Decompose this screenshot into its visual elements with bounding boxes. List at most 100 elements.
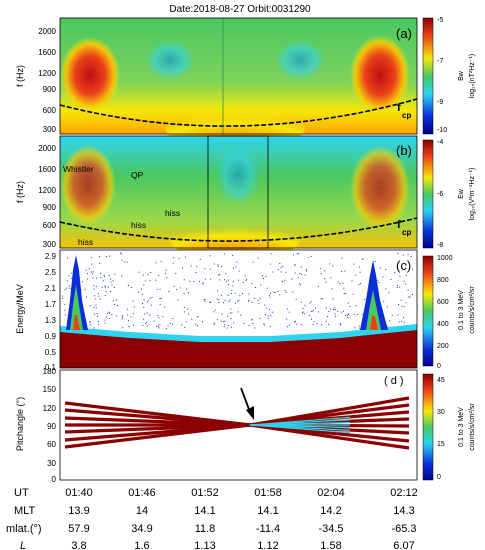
panel-b-ytick: 1600 (38, 165, 56, 174)
panel-c-speckle (159, 324, 161, 326)
orbit-axis-table: UT MLT mlat.(°) L 01:40 01:46 01:52 01:5… (6, 487, 418, 550)
panel-c-speckle (255, 287, 257, 288)
panel-c-speckle (267, 317, 269, 319)
panel-c-speckle (127, 320, 129, 322)
panel-c-speckle (279, 294, 281, 296)
panel-c-speckle (172, 318, 174, 319)
panel-c-speckle (312, 324, 314, 325)
panel-c-speckle (248, 293, 250, 295)
panel-c-speckle (156, 325, 158, 327)
panel-c-speckle (164, 306, 166, 308)
panel-d-cbar-label1: 0.1 to 3 MeV (458, 407, 465, 447)
panel-c-band-edge (60, 324, 417, 342)
panel-c-speckle (223, 302, 224, 304)
panel-c-speckle (121, 259, 123, 261)
panel-c-speckle (382, 276, 384, 278)
panel-c-speckle (406, 274, 407, 276)
panel-c-speckle (296, 253, 298, 255)
panel-c-speckle (388, 292, 390, 294)
panel-c-speckle (405, 265, 407, 267)
panel-c-speckle (289, 324, 291, 326)
panel-c-speckle (332, 265, 334, 267)
panel-c-speckle (299, 272, 301, 274)
panel-c-speckle (257, 257, 259, 259)
panel-c-speckle (333, 309, 334, 310)
panel-c-speckle (221, 313, 223, 315)
panel-c-speckle (116, 315, 118, 317)
panel-b-label-hiss: hiss (165, 208, 180, 218)
panel-a-cbar-tick: -9 (437, 99, 443, 106)
panel-c-speckle (133, 306, 135, 308)
panel-c-speckle (361, 258, 363, 260)
panel-c-speckle (187, 292, 189, 294)
panel-b-ytick: 900 (43, 203, 57, 212)
panel-c-speckle (111, 284, 113, 286)
panel-c-speckle (280, 271, 282, 273)
panel-d-ytick: 0 (52, 475, 57, 484)
panel-c-speckle (232, 254, 234, 256)
panel-c-cbar-label1: 0.1 to 3 MeV (458, 290, 465, 330)
panel-c-speckle (84, 288, 86, 290)
axis-row-label-mlat: mlat.(°) (6, 523, 42, 535)
panel-c-speckle (183, 307, 185, 308)
panel-c-speckle (92, 273, 93, 275)
panel-c-speckle (340, 311, 342, 313)
panel-c-speckle (304, 313, 306, 315)
panel-c-speckle (196, 316, 198, 318)
panel-c-ytick: 2.9 (45, 252, 57, 261)
panel-c-speckle (361, 314, 363, 316)
panel-c-speckle (286, 308, 288, 310)
panel-c-speckle (146, 321, 148, 323)
panel-c-speckle (394, 272, 396, 274)
panel-c-speckle (341, 257, 343, 259)
panel-c-speckle (166, 277, 168, 279)
panel-c-speckle (409, 296, 411, 298)
panel-c-speckle (300, 301, 302, 303)
panel-c-speckle (359, 271, 361, 273)
panel-c-speckle (334, 308, 336, 310)
panel-b-cbar-tick: -8 (437, 242, 443, 249)
panel-c-speckle (147, 300, 149, 302)
panel-c-speckle (399, 286, 401, 288)
panel-c-speckle (66, 280, 68, 282)
panel-c-speckle (158, 274, 160, 276)
panel-c-speckle (109, 255, 111, 257)
panel-c-speckle (99, 263, 101, 264)
axis-mlt-value: 14 (136, 505, 148, 517)
panel-c-speckle (385, 288, 387, 290)
panel-c-speckle (62, 295, 63, 297)
panel-c-speckle (110, 281, 112, 283)
panel-b-ytick: 2000 (38, 144, 56, 153)
panel-c-speckle (147, 301, 148, 303)
panel-c-speckle (390, 279, 392, 281)
panel-c-speckle (87, 278, 89, 280)
panel-c-speckle (293, 254, 294, 256)
panel-c-speckle (197, 325, 198, 327)
panel-c-speckle (160, 298, 162, 299)
panel-c-speckle (120, 252, 122, 254)
panel-c-speckle (216, 319, 218, 321)
panel-c-speckle (113, 286, 115, 288)
panel-c-speckle (143, 306, 145, 308)
panel-c-speckle (377, 279, 379, 281)
panel-c-speckle (343, 310, 344, 312)
panel-c-speckle (126, 261, 128, 263)
panel-c-speckle (266, 287, 268, 289)
panel-c-speckle (224, 279, 225, 281)
panel-c-speckle (374, 261, 376, 262)
panel-c-speckle (353, 263, 355, 265)
panel-c-speckle (228, 301, 230, 303)
panel-c-speckle (156, 289, 158, 291)
panel-c-speckle (130, 316, 132, 318)
axis-mlat-value: -11.4 (256, 523, 280, 535)
panel-c-speckle (265, 275, 267, 277)
panel-c-speckle (64, 309, 66, 311)
panel-c-spike-left-core (70, 285, 83, 330)
panel-c-speckle (311, 318, 312, 320)
panel-c-speckle (223, 326, 225, 328)
panel-b-whistler-left (60, 145, 116, 225)
panel-c-speckle (274, 292, 276, 294)
panel-c-speckle (158, 317, 160, 319)
panel-c-speckle (113, 304, 115, 305)
panel-c-speckle (141, 293, 143, 295)
